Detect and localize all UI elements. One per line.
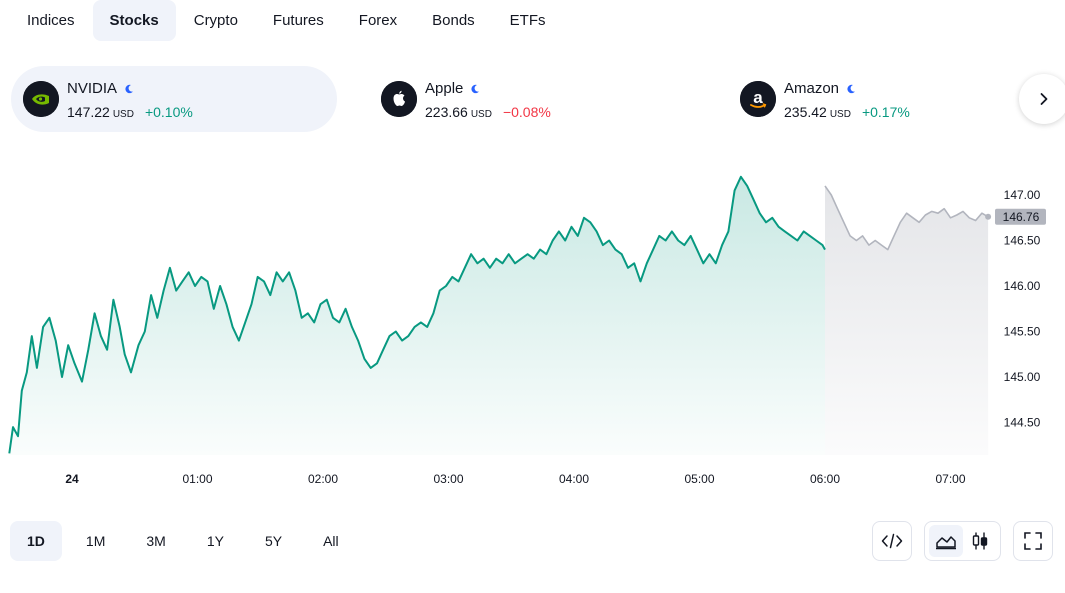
last-price-badge — [995, 208, 1046, 225]
nvidia-logo-icon — [23, 81, 59, 117]
moon-icon — [470, 84, 480, 94]
code-icon — [881, 533, 903, 549]
tab-stocks[interactable]: Stocks — [92, 0, 176, 41]
ticker-change: +0.17% — [861, 103, 910, 120]
embed-button[interactable] — [872, 521, 912, 561]
x-tick-label: 05:00 — [684, 472, 714, 486]
svg-text:a: a — [753, 88, 763, 107]
range-1m[interactable]: 1M — [85, 533, 106, 549]
extended-session-line — [824, 185, 989, 251]
y-tick-label: 144.50 — [1004, 416, 1041, 430]
x-tick-label: 07:00 — [935, 472, 965, 486]
ticker-change: −0.08% — [502, 103, 551, 120]
area-chart-button[interactable] — [928, 525, 963, 557]
candlestick-icon — [972, 532, 987, 550]
x-tick-label: 02:00 — [308, 472, 338, 486]
amazon-logo-icon: a — [740, 81, 776, 117]
ticker-change: +0.10% — [144, 103, 193, 120]
tab-indices[interactable]: Indices — [27, 12, 75, 29]
y-tick-label: 145.00 — [1004, 370, 1041, 384]
x-tick-label: 03:00 — [433, 472, 463, 486]
x-tick-label: 24 — [65, 472, 79, 486]
y-tick-label: 147.00 — [1004, 188, 1041, 202]
ticker-price: 235.42 — [784, 103, 827, 120]
moon-icon — [846, 84, 856, 94]
tab-crypto[interactable]: Crypto — [193, 12, 238, 29]
range-5y[interactable]: 5Y — [264, 533, 283, 549]
ticker-currency: USD — [470, 108, 492, 120]
y-tick-label: 145.50 — [1004, 325, 1041, 339]
y-tick-label: 146.50 — [1004, 234, 1041, 248]
chevron-right-icon — [1040, 93, 1048, 105]
regular-session-area — [9, 176, 826, 456]
x-tick-label: 04:00 — [559, 472, 589, 486]
tab-futures[interactable]: Futures — [272, 12, 324, 29]
ticker-name: NVIDIA — [67, 80, 118, 97]
range-3m[interactable]: 3M — [146, 533, 166, 549]
x-tick-label: 01:00 — [182, 472, 212, 486]
ticker-card-amazon[interactable]: a Amazon 235.42 USD +0.17% — [728, 66, 1018, 132]
ticker-name: Apple — [425, 80, 464, 97]
range-selector: 1D 1M 3M 1Y 5Y All — [10, 521, 363, 561]
ticker-currency: USD — [112, 108, 134, 120]
area-chart-icon — [935, 536, 956, 550]
regular-session-line — [8, 175, 826, 454]
chart-type-toggle — [924, 521, 1001, 561]
price-chart[interactable]: 147.00 146.50 146.00 145.50 145.00 144.50 24 0… — [0, 150, 1065, 495]
range-1y[interactable]: 1Y — [206, 533, 224, 549]
tab-bonds[interactable]: Bonds — [432, 12, 475, 29]
last-price-dot — [985, 213, 992, 220]
next-tickers-button[interactable] — [1019, 74, 1065, 124]
ticker-currency: USD — [829, 108, 851, 120]
candles-chart-button[interactable] — [963, 525, 997, 557]
ticker-card-apple[interactable]: Apple 223.66 USD −0.08% — [369, 66, 669, 132]
ticker-name: Amazon — [784, 80, 840, 97]
range-all[interactable]: All — [323, 533, 339, 549]
market-tabs: Indices Stocks Crypto Futures Forex Bond… — [10, 0, 564, 41]
range-1d[interactable]: 1D — [10, 521, 62, 561]
tab-forex[interactable]: Forex — [358, 12, 398, 29]
ticker-card-nvidia[interactable]: NVIDIA 147.22 USD +0.10% — [11, 66, 337, 132]
y-tick-label: 146.00 — [1004, 279, 1041, 293]
ticker-price: 147.22 — [67, 103, 110, 120]
fullscreen-icon — [1024, 532, 1042, 550]
moon-icon — [124, 84, 134, 94]
tab-etfs[interactable]: ETFs — [509, 12, 546, 29]
last-price-label: 146.76 — [1003, 210, 1040, 224]
fullscreen-button[interactable] — [1013, 521, 1053, 561]
x-tick-label: 06:00 — [810, 472, 840, 486]
extended-session-area — [825, 185, 989, 455]
apple-logo-icon — [381, 81, 417, 117]
ticker-price: 223.66 — [425, 103, 468, 120]
